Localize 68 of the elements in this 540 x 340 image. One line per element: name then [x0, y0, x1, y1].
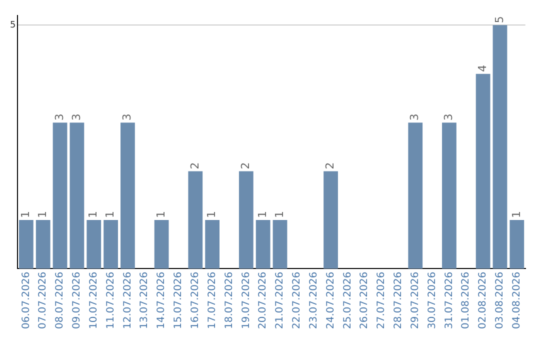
x-tick-label: 26.07.2026	[359, 272, 370, 330]
x-tick-label: 02.08.2026	[478, 272, 489, 330]
x-tick-label: 10.07.2026	[88, 272, 100, 330]
bar	[256, 220, 270, 269]
data-label: 1	[104, 211, 117, 218]
x-tick-label: 30.07.2026	[426, 272, 438, 330]
data-label: 1	[36, 211, 49, 218]
data-label: 2	[188, 162, 202, 170]
x-tick-label: 06.07.2026	[20, 272, 32, 330]
x-tick-label: 15.07.2026	[173, 272, 184, 330]
bar	[86, 220, 102, 269]
bar	[476, 74, 490, 269]
data-label: 1	[154, 211, 168, 218]
x-tick-label: 07.07.2026	[38, 272, 49, 330]
bar	[272, 220, 288, 269]
data-label: 2	[324, 162, 337, 170]
x-tick-label: 27.07.2026	[376, 272, 388, 330]
x-tick-label: 13.07.2026	[139, 272, 150, 330]
data-label: 2	[239, 162, 252, 170]
x-tick-label: 12.07.2026	[122, 272, 134, 330]
data-label: 1	[272, 211, 286, 218]
bar	[324, 171, 338, 269]
x-tick-label: 03.08.2026	[494, 272, 506, 330]
x-tick-label: 11.07.2026	[105, 272, 116, 330]
x-tick-label: 16.07.2026	[190, 272, 201, 330]
data-label: 3	[408, 114, 422, 121]
x-tick-label: 25.07.2026	[342, 272, 354, 330]
x-tick-label: 18.07.2026	[224, 272, 235, 330]
bar	[238, 171, 254, 269]
data-label: 1	[86, 211, 100, 218]
x-tick-label: 08.07.2026	[54, 272, 66, 330]
bar	[18, 220, 34, 269]
x-tick-label: 28.07.2026	[393, 272, 404, 330]
x-tick-label: 29.07.2026	[410, 272, 421, 330]
x-tick-label: 09.07.2026	[72, 272, 83, 330]
bar	[120, 122, 135, 269]
x-tick-label: 14.07.2026	[156, 272, 168, 330]
bar	[492, 25, 508, 269]
bar	[408, 122, 423, 269]
x-tick-label: 23.07.2026	[308, 272, 320, 330]
data-label: 1	[19, 211, 32, 218]
x-tick-label: 17.07.2026	[206, 272, 218, 330]
data-label: 3	[70, 114, 83, 121]
data-label: 3	[120, 114, 134, 121]
bar	[205, 220, 220, 269]
bar	[36, 220, 50, 269]
data-label: 3	[442, 114, 456, 121]
x-tick-label: 22.07.2026	[292, 272, 303, 330]
data-label: 1	[205, 211, 218, 218]
x-tick-label: 31.07.2026	[444, 272, 455, 330]
data-label: 3	[52, 114, 66, 121]
bar	[52, 122, 68, 269]
bar	[188, 171, 203, 269]
data-label: 1	[256, 211, 269, 218]
x-tick-label: 01.08.2026	[460, 272, 472, 330]
bar	[442, 122, 456, 269]
x-tick-label: 04.08.2026	[511, 272, 522, 330]
x-tick-label: 21.07.2026	[274, 272, 286, 330]
data-label: 1	[510, 211, 523, 218]
data-label: 5	[492, 16, 506, 24]
bar	[70, 122, 84, 269]
data-label: 4	[476, 64, 489, 72]
bar	[154, 220, 169, 269]
bar	[104, 220, 118, 269]
bar	[510, 220, 524, 269]
x-tick-label: 24.07.2026	[325, 272, 336, 330]
x-tick-label: 19.07.2026	[240, 272, 252, 330]
x-tick-label: 20.07.2026	[258, 272, 269, 330]
